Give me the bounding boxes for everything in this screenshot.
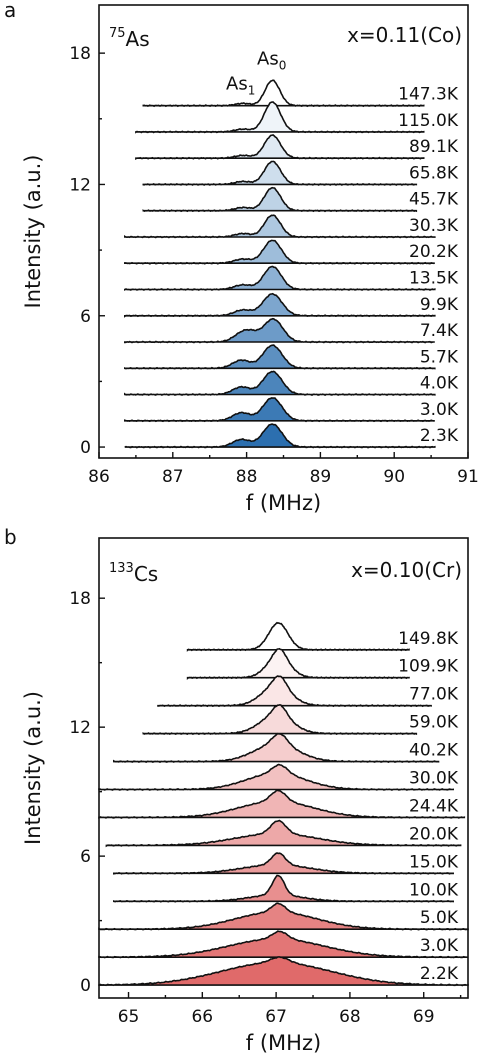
x-tick-label: 91 — [457, 467, 479, 487]
panel-b: b 149.8K 109.9K 77.0K 59.0K 40.2K 30.0K 24.4K 20… — [4, 525, 469, 1055]
composition-label: x=0.11(Co) — [347, 23, 462, 47]
trace-109.9K — [186, 647, 410, 680]
x-tick-label: 67 — [265, 1007, 287, 1027]
trace-30.0K — [98, 763, 454, 791]
x-tick-label: 87 — [162, 467, 184, 487]
temperature-label: 147.3K — [398, 85, 459, 105]
traces: 149.8K 109.9K 77.0K 59.0K 40.2K 30.0K 24.4K 20.… — [98, 621, 469, 987]
y-tick-label: 18 — [69, 44, 91, 64]
trace-5.7K — [124, 344, 436, 370]
temperature-label: 65.8K — [409, 163, 459, 183]
temperature-label: 59.0K — [409, 713, 459, 733]
panel-label: a — [4, 0, 16, 22]
y-tick-label: 6 — [80, 307, 91, 327]
temperature-label: 24.4K — [409, 796, 459, 816]
trace-20.2K — [124, 239, 435, 265]
temperature-label: 109.9K — [398, 657, 459, 677]
x-tick-label: 90 — [383, 467, 405, 487]
temperature-label: 2.2K — [420, 964, 459, 984]
x-tick-label: 65 — [118, 1007, 140, 1027]
trace-89.1K — [135, 134, 425, 161]
temperature-label: 4.0K — [420, 374, 459, 394]
temperature-label: 5.7K — [420, 347, 459, 367]
trace-24.4K — [98, 789, 466, 819]
trace-9.9K — [124, 292, 436, 318]
x-axis-label: f (MHz) — [246, 1031, 321, 1055]
trace-59.0K — [142, 703, 418, 736]
x-tick-label: 69 — [413, 1007, 435, 1027]
temperature-label: 9.9K — [420, 295, 459, 315]
temperature-label: 45.7K — [409, 190, 459, 210]
composition-label: x=0.10(Cr) — [351, 558, 462, 582]
nucleus-label: 133Cs — [109, 561, 158, 586]
temperature-label: 77.0K — [409, 685, 459, 705]
trace-20.0K — [105, 819, 462, 848]
trace-7.4K — [124, 317, 435, 344]
trace-5.0K — [98, 902, 469, 931]
y-tick-label: 6 — [80, 847, 91, 867]
trace-65.8K — [142, 160, 418, 186]
temperature-label: 20.2K — [409, 242, 459, 262]
temperature-label: 15.0K — [409, 852, 459, 872]
temperature-label: 30.3K — [409, 216, 459, 236]
panel-a: a 147.3K 115.0K 89.1K 65.8K 45.7K 30.3K 20.2K 13… — [4, 0, 479, 515]
y-tick-label: 12 — [69, 718, 91, 738]
x-tick-label: 88 — [236, 467, 258, 487]
y-tick-label: 0 — [80, 976, 91, 996]
trace-45.7K — [142, 186, 418, 213]
peak-label: As1 — [226, 74, 255, 98]
temperature-label: 149.8K — [398, 629, 459, 649]
temperature-label: 7.4K — [420, 321, 459, 341]
temperature-label: 13.5K — [409, 268, 459, 288]
y-tick-label: 12 — [69, 175, 91, 195]
temperature-label: 30.0K — [409, 768, 459, 788]
trace-2.3K — [124, 423, 436, 449]
x-tick-label: 89 — [310, 467, 332, 487]
y-axis-label: Intensity (a.u.) — [21, 155, 45, 309]
temperature-label: 40.2K — [409, 741, 459, 761]
x-tick-label: 68 — [339, 1007, 361, 1027]
trace-149.8K — [186, 621, 410, 652]
trace-3.0K — [124, 397, 435, 423]
nucleus-label: 75As — [109, 26, 150, 51]
temperature-label: 89.1K — [409, 137, 459, 157]
panel-label: b — [4, 525, 17, 549]
trace-3.0K — [98, 930, 468, 959]
y-tick-label: 18 — [69, 589, 91, 609]
axes-frame — [98, 537, 469, 999]
trace-4.0K — [124, 370, 436, 397]
temperature-label: 2.3K — [420, 426, 459, 446]
x-tick-label: 86 — [88, 467, 110, 487]
temperature-label: 3.0K — [420, 400, 459, 420]
x-axis-label: f (MHz) — [246, 491, 321, 515]
y-tick-label: 0 — [80, 438, 91, 458]
trace-147.3K — [142, 79, 425, 108]
trace-15.0K — [113, 852, 454, 875]
temperature-label: 115.0K — [398, 111, 459, 131]
temperature-label: 20.0K — [409, 824, 459, 844]
y-axis-label: Intensity (a.u.) — [21, 691, 45, 845]
x-tick-label: 66 — [191, 1007, 213, 1027]
peak-label: As0 — [257, 48, 286, 72]
temperature-label: 10.0K — [409, 880, 459, 900]
trace-40.2K — [113, 732, 440, 763]
trace-30.3K — [124, 214, 436, 239]
trace-2.2K — [98, 956, 469, 987]
trace-115.0K — [135, 101, 425, 134]
traces: 147.3K 115.0K 89.1K 65.8K 45.7K 30.3K 20.2K 13.… — [124, 79, 459, 449]
trace-77.0K — [157, 675, 432, 708]
trace-13.5K — [124, 265, 436, 291]
trace-10.0K — [113, 874, 454, 903]
temperature-label: 5.0K — [420, 908, 459, 928]
temperature-label: 3.0K — [420, 936, 459, 956]
